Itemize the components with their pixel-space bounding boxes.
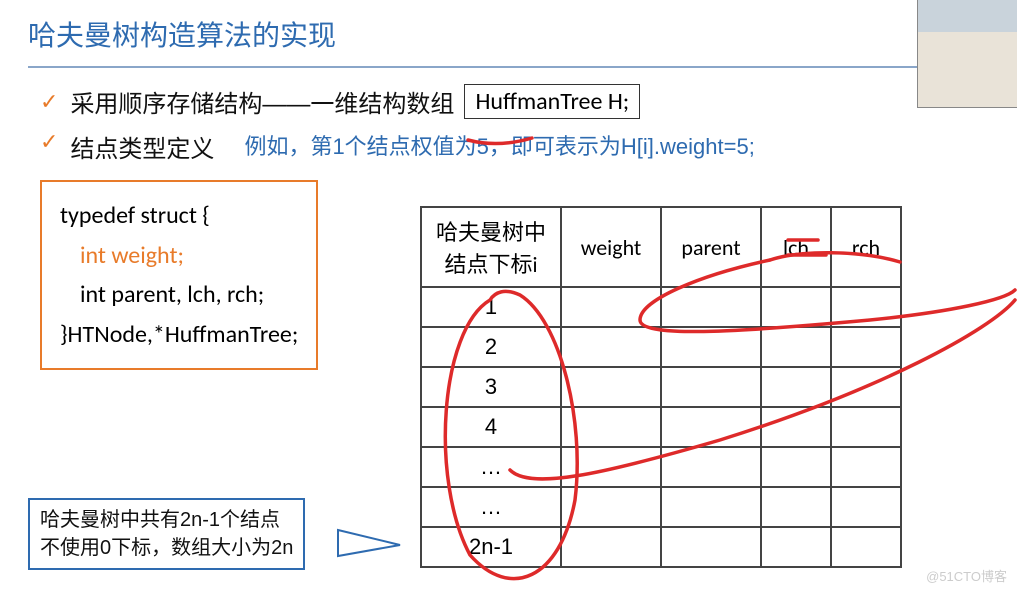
cell-empty xyxy=(561,447,661,487)
callout-line-2: 不使用0下标，数组大小为2n xyxy=(40,534,293,562)
cell-empty xyxy=(831,367,901,407)
cell-empty xyxy=(831,327,901,367)
th-rch: rch xyxy=(831,207,901,287)
cell-empty xyxy=(661,407,761,447)
webcam-thumbnail xyxy=(917,0,1017,108)
callout-line-1: 哈夫曼树中共有2n-1个结点 xyxy=(40,506,293,534)
struct-code-box: typedef struct { int weight; int parent,… xyxy=(40,180,318,370)
cell-empty xyxy=(831,487,901,527)
th-lch: lch xyxy=(761,207,831,287)
cell-empty xyxy=(831,407,901,447)
cell-empty xyxy=(661,327,761,367)
cell-empty xyxy=(761,487,831,527)
table-row: … xyxy=(421,487,901,527)
table-row: 2 xyxy=(421,327,901,367)
huffman-table: 哈夫曼树中 结点下标i weight parent lch rch 1234……… xyxy=(420,206,902,568)
code-line-3: int parent, lch, rch; xyxy=(60,275,298,315)
cell-empty xyxy=(761,367,831,407)
watermark: @51CTO博客 xyxy=(926,566,1007,585)
table-header-row: 哈夫曼树中 结点下标i weight parent lch rch xyxy=(421,207,901,287)
cell-empty xyxy=(561,407,661,447)
callout-box: 哈夫曼树中共有2n-1个结点 不使用0下标，数组大小为2n xyxy=(28,498,305,570)
cell-index: 3 xyxy=(421,367,561,407)
cell-index: 2 xyxy=(421,327,561,367)
th-parent: parent xyxy=(661,207,761,287)
huffman-decl-box: HuffmanTree H; xyxy=(464,84,640,119)
cell-empty xyxy=(761,327,831,367)
table-row: 4 xyxy=(421,407,901,447)
bullet-2: ✓ 结点类型定义 例如，第1个结点权值为5，即可表示为H[i].weight=5… xyxy=(40,129,977,164)
code-line-1: typedef struct { xyxy=(60,196,298,236)
cell-empty xyxy=(761,407,831,447)
cell-empty xyxy=(561,487,661,527)
cell-empty xyxy=(561,527,661,567)
cell-empty xyxy=(761,527,831,567)
slide-title: 哈夫曼树构造算法的实现 xyxy=(28,14,989,54)
table-row: 1 xyxy=(421,287,901,327)
cell-empty xyxy=(661,447,761,487)
code-line-2: int weight; xyxy=(60,236,298,276)
cell-empty xyxy=(661,487,761,527)
cell-empty xyxy=(831,287,901,327)
cell-empty xyxy=(661,287,761,327)
table-row: 2n-1 xyxy=(421,527,901,567)
table-row: … xyxy=(421,447,901,487)
cell-index: 2n-1 xyxy=(421,527,561,567)
example-text: 例如，第1个结点权值为5，即可表示为H[i].weight=5; xyxy=(244,129,754,161)
check-icon: ✓ xyxy=(40,129,58,155)
cell-empty xyxy=(761,447,831,487)
code-line-4: }HTNode,*HuffmanTree; xyxy=(60,315,298,355)
cell-index: 1 xyxy=(421,287,561,327)
cell-empty xyxy=(561,367,661,407)
bullet-2-text: 结点类型定义 xyxy=(70,129,214,164)
cell-index: … xyxy=(421,447,561,487)
th-index: 哈夫曼树中 结点下标i xyxy=(421,207,561,287)
cell-index: 4 xyxy=(421,407,561,447)
cell-empty xyxy=(561,327,661,367)
cell-empty xyxy=(761,287,831,327)
table-row: 3 xyxy=(421,367,901,407)
bullet-1: ✓ 采用顺序存储结构——一维结构数组 HuffmanTree H; xyxy=(40,84,977,119)
cell-empty xyxy=(661,367,761,407)
cell-empty xyxy=(561,287,661,327)
cell-empty xyxy=(831,447,901,487)
cell-index: … xyxy=(421,487,561,527)
cell-empty xyxy=(831,527,901,567)
th-weight: weight xyxy=(561,207,661,287)
bullet-1-text: 采用顺序存储结构——一维结构数组 xyxy=(70,84,454,119)
check-icon: ✓ xyxy=(40,89,58,115)
cell-empty xyxy=(661,527,761,567)
